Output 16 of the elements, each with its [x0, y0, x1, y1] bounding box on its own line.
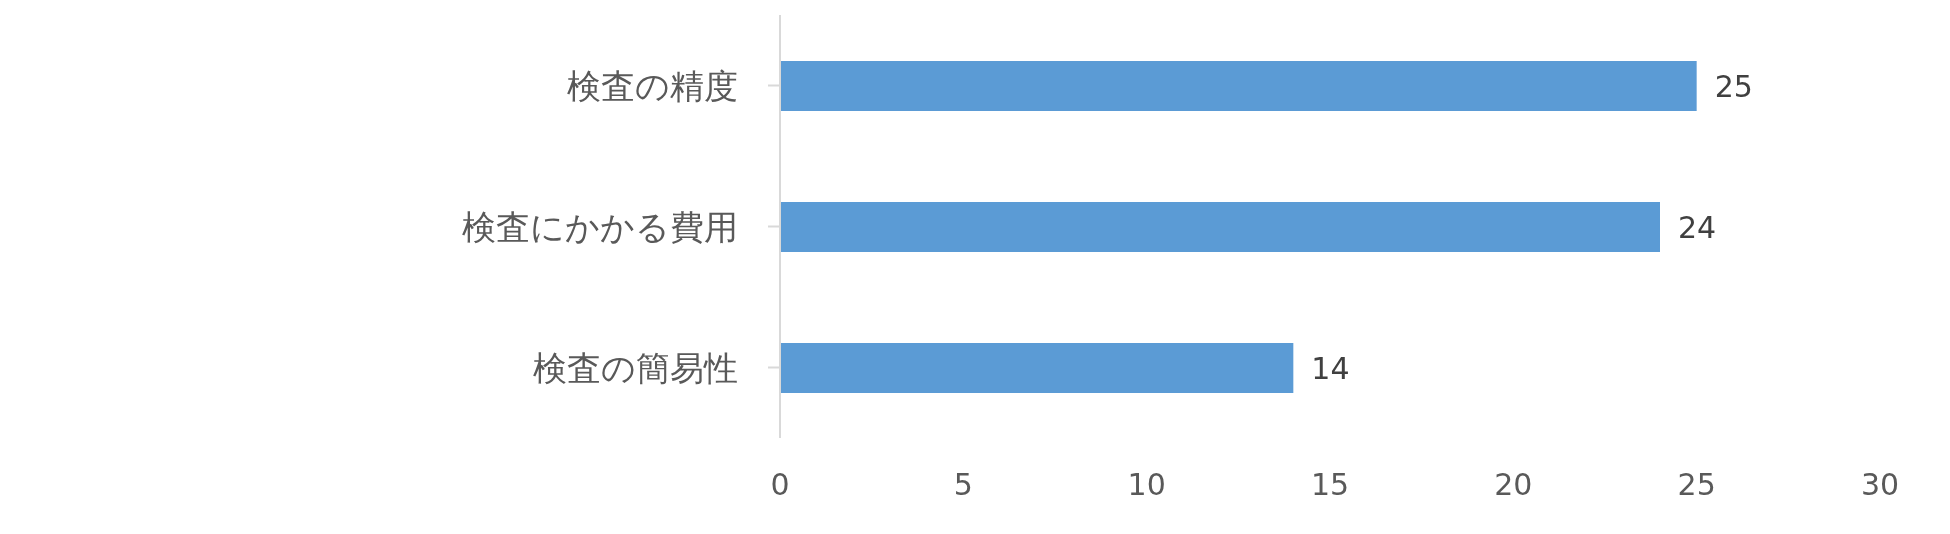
- bar: [780, 61, 1697, 111]
- x-tick-label: 10: [1127, 467, 1166, 503]
- data-label: 24: [1678, 209, 1717, 245]
- x-tick-label: 30: [1860, 467, 1900, 503]
- x-tick-label: 0: [770, 467, 790, 503]
- x-tick-label: 25: [1677, 467, 1716, 503]
- y-tick-label: 検査にかかる費用: [462, 206, 738, 247]
- y-tick-label: 検査の簡易性: [533, 347, 738, 388]
- bar: [780, 343, 1294, 393]
- data-label: 25: [1714, 68, 1753, 104]
- x-tick-label: 5: [953, 467, 973, 503]
- data-label: 14: [1311, 350, 1350, 386]
- bar: [780, 202, 1660, 252]
- y-tick-label: 検査の精度: [567, 65, 738, 106]
- x-tick-label: 20: [1494, 467, 1533, 503]
- x-tick-label: 15: [1310, 467, 1350, 503]
